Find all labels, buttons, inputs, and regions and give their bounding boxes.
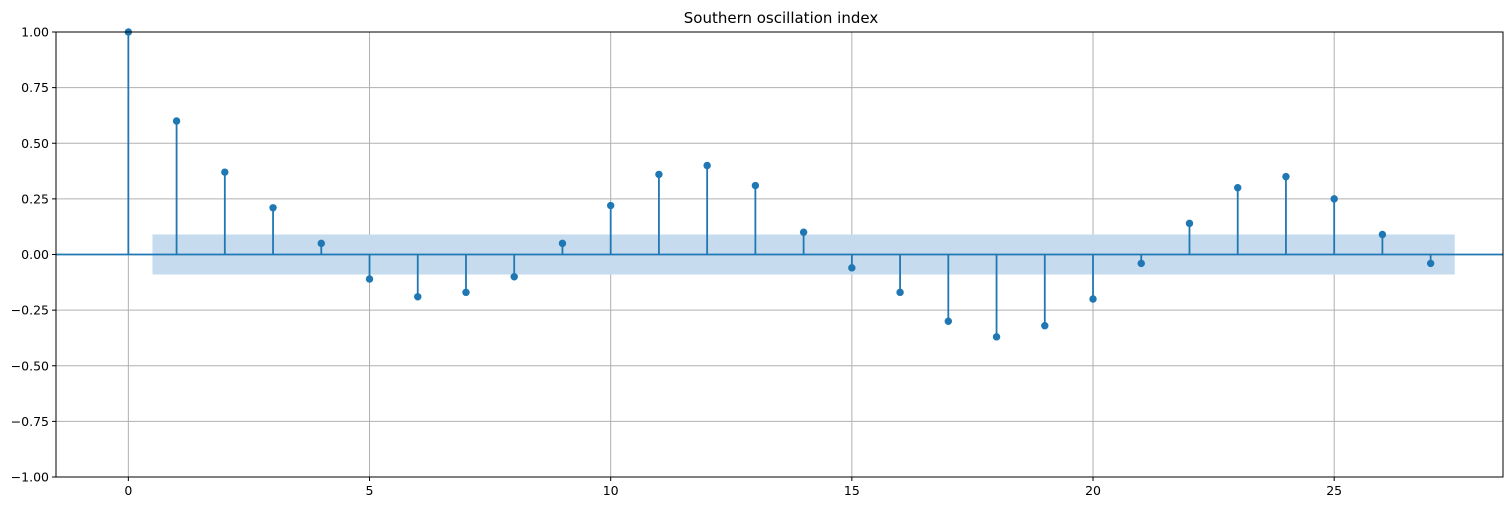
stem-marker	[317, 239, 325, 248]
y-tick-label: 0.00	[21, 247, 49, 262]
y-tick-label: 0.50	[21, 136, 49, 151]
chart-title: Southern oscillation index	[684, 9, 879, 27]
stem-marker	[799, 228, 808, 236]
stem-marker	[1137, 259, 1145, 268]
x-ticks: 0 5 10 15 20 25	[124, 477, 1342, 498]
y-tick-label: −0.75	[11, 414, 49, 429]
stem-marker	[606, 201, 615, 210]
y-tick-label: 0.75	[21, 80, 49, 95]
stem-marker	[944, 317, 953, 325]
stems	[56, 28, 1503, 341]
stem-marker	[510, 273, 518, 281]
stem-marker	[1378, 230, 1387, 239]
stem-marker	[1282, 172, 1290, 181]
stem-marker	[558, 239, 567, 248]
x-tick-label: 25	[1326, 483, 1342, 498]
stem-marker	[1426, 259, 1435, 268]
stem-marker	[751, 181, 760, 190]
y-ticks: 1.00 0.75 0.50 0.25 0.00 −0.25 −0.50 −0.75 −1.00	[11, 25, 56, 485]
stem-marker	[172, 117, 181, 125]
stem-marker	[655, 170, 663, 179]
x-tick-label: 15	[844, 483, 860, 498]
stem-marker	[848, 264, 856, 272]
x-tick-label: 5	[366, 483, 374, 498]
stem-marker	[1330, 195, 1338, 203]
stem-marker	[703, 161, 711, 170]
y-tick-label: −1.00	[11, 470, 49, 485]
stem-marker	[1185, 219, 1194, 228]
stem-marker	[414, 293, 422, 301]
stem-marker	[221, 168, 229, 176]
x-tick-label: 0	[124, 483, 132, 498]
stem-marker	[1041, 322, 1049, 330]
stem-marker	[1234, 184, 1242, 192]
y-tick-label: 1.00	[21, 25, 49, 40]
x-tick-label: 10	[603, 483, 619, 498]
stem-marker	[269, 204, 277, 212]
y-tick-label: −0.50	[11, 358, 49, 373]
x-tick-label: 20	[1085, 483, 1101, 498]
stem-marker	[1089, 295, 1097, 303]
stem-marker	[992, 333, 1001, 341]
stem-marker	[462, 288, 470, 297]
y-tick-label: −0.25	[11, 303, 49, 318]
stem-marker	[896, 288, 904, 297]
stem-marker	[365, 275, 374, 283]
y-tick-label: 0.25	[21, 191, 49, 206]
